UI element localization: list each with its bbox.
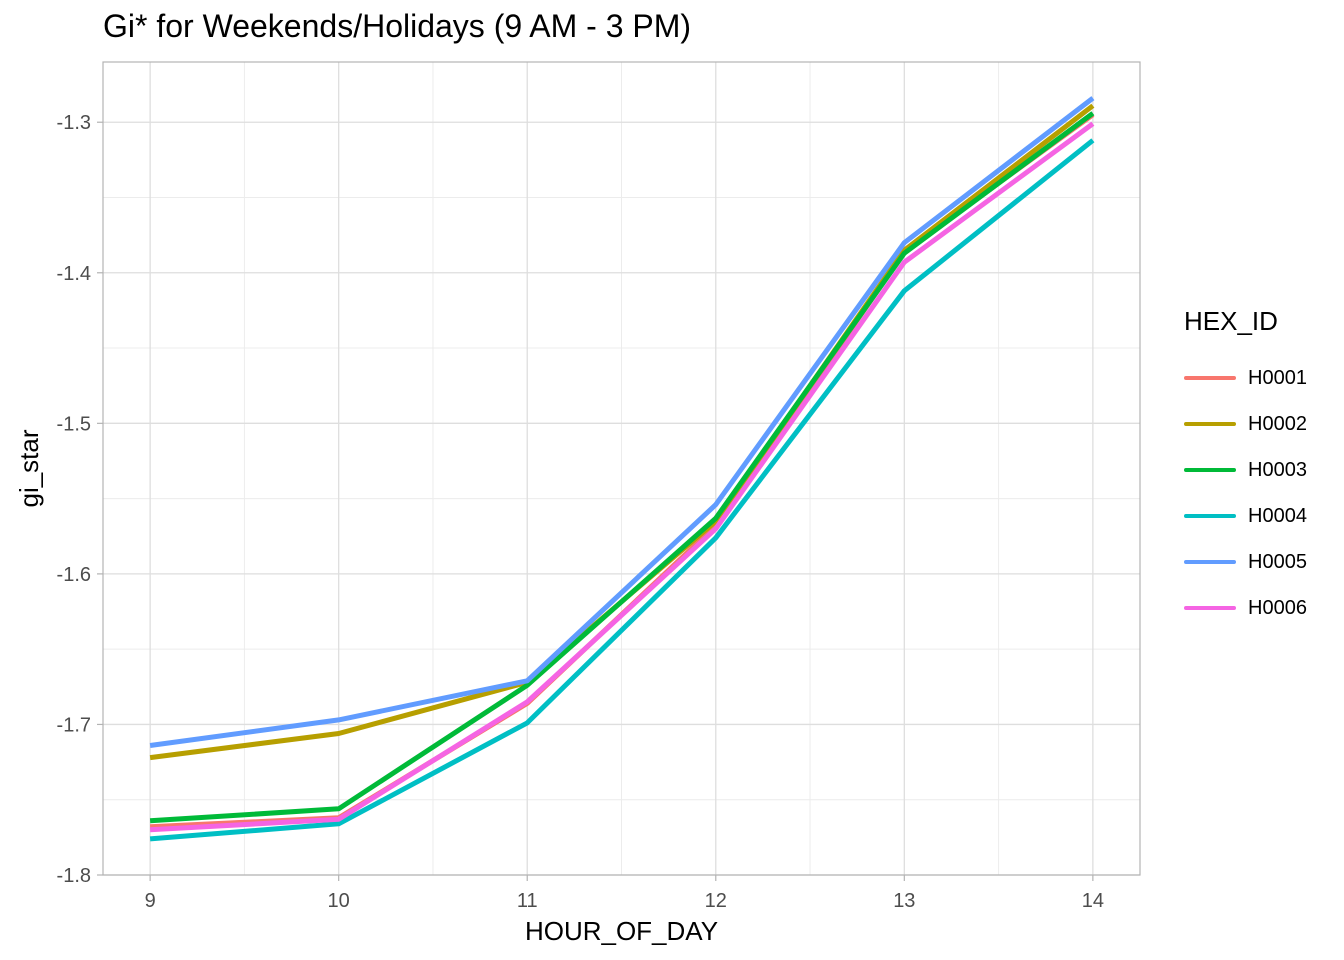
- series-line-h0004: [149, 138, 1095, 842]
- y-tick-label: -1.5: [57, 413, 91, 435]
- legend-key: [1184, 376, 1236, 380]
- y-tick-label: -1.4: [57, 263, 91, 285]
- legend-title: HEX_ID: [1184, 306, 1278, 336]
- x-tick-label: 9: [145, 890, 156, 912]
- x-tick-label: 12: [705, 890, 727, 912]
- x-axis-ticks: 9 10 11 12 13 14: [145, 875, 1104, 912]
- legend-key: [1184, 468, 1236, 472]
- major-gridlines: [103, 62, 1140, 876]
- y-tick-label: -1.8: [57, 865, 91, 887]
- series-lines: [149, 96, 1095, 842]
- chart-title: Gi* for Weekends/Holidays (9 AM - 3 PM): [103, 8, 692, 44]
- plot-panel-border: [102, 61, 1141, 876]
- y-tick-label: -1.3: [57, 112, 91, 134]
- series-line-h0003: [149, 111, 1095, 824]
- y-axis-ticks: -1.8 -1.7 -1.6 -1.5 -1.4 -1.3: [57, 112, 103, 887]
- legend-item-h0004: H0004: [1184, 493, 1307, 539]
- legend-key: [1184, 422, 1236, 426]
- legend-label: H0006: [1248, 596, 1307, 619]
- y-tick-label: -1.6: [57, 564, 91, 586]
- legend-key: [1184, 560, 1236, 564]
- legend: HEX_ID H0001 H0002 H0003 H0004 H0005 H0006: [1184, 306, 1307, 631]
- legend-item-h0005: H0005: [1184, 539, 1307, 585]
- legend-item-h0003: H0003: [1184, 447, 1307, 493]
- series-line-h0005: [149, 96, 1095, 748]
- legend-item-h0006: H0006: [1184, 585, 1307, 631]
- y-axis-label: gi_star: [14, 429, 44, 507]
- legend-key: [1184, 514, 1236, 518]
- legend-item-h0002: H0002: [1184, 401, 1307, 447]
- series-line-h0006: [149, 121, 1095, 833]
- x-tick-label: 11: [517, 890, 538, 912]
- legend-label: H0005: [1248, 550, 1307, 573]
- legend-label: H0001: [1248, 366, 1307, 389]
- x-axis-label: HOUR_OF_DAY: [525, 916, 718, 946]
- legend-key: [1184, 606, 1236, 610]
- legend-label: H0004: [1248, 504, 1307, 527]
- x-tick-label: 14: [1082, 890, 1104, 912]
- legend-item-h0001: H0001: [1184, 355, 1307, 401]
- x-tick-label: 13: [893, 890, 915, 912]
- legend-label: H0003: [1248, 458, 1307, 481]
- y-tick-label: -1.7: [57, 714, 91, 736]
- x-tick-label: 10: [328, 890, 350, 912]
- legend-label: H0002: [1248, 412, 1307, 435]
- legend-items: H0001 H0002 H0003 H0004 H0005 H0006: [1184, 355, 1307, 631]
